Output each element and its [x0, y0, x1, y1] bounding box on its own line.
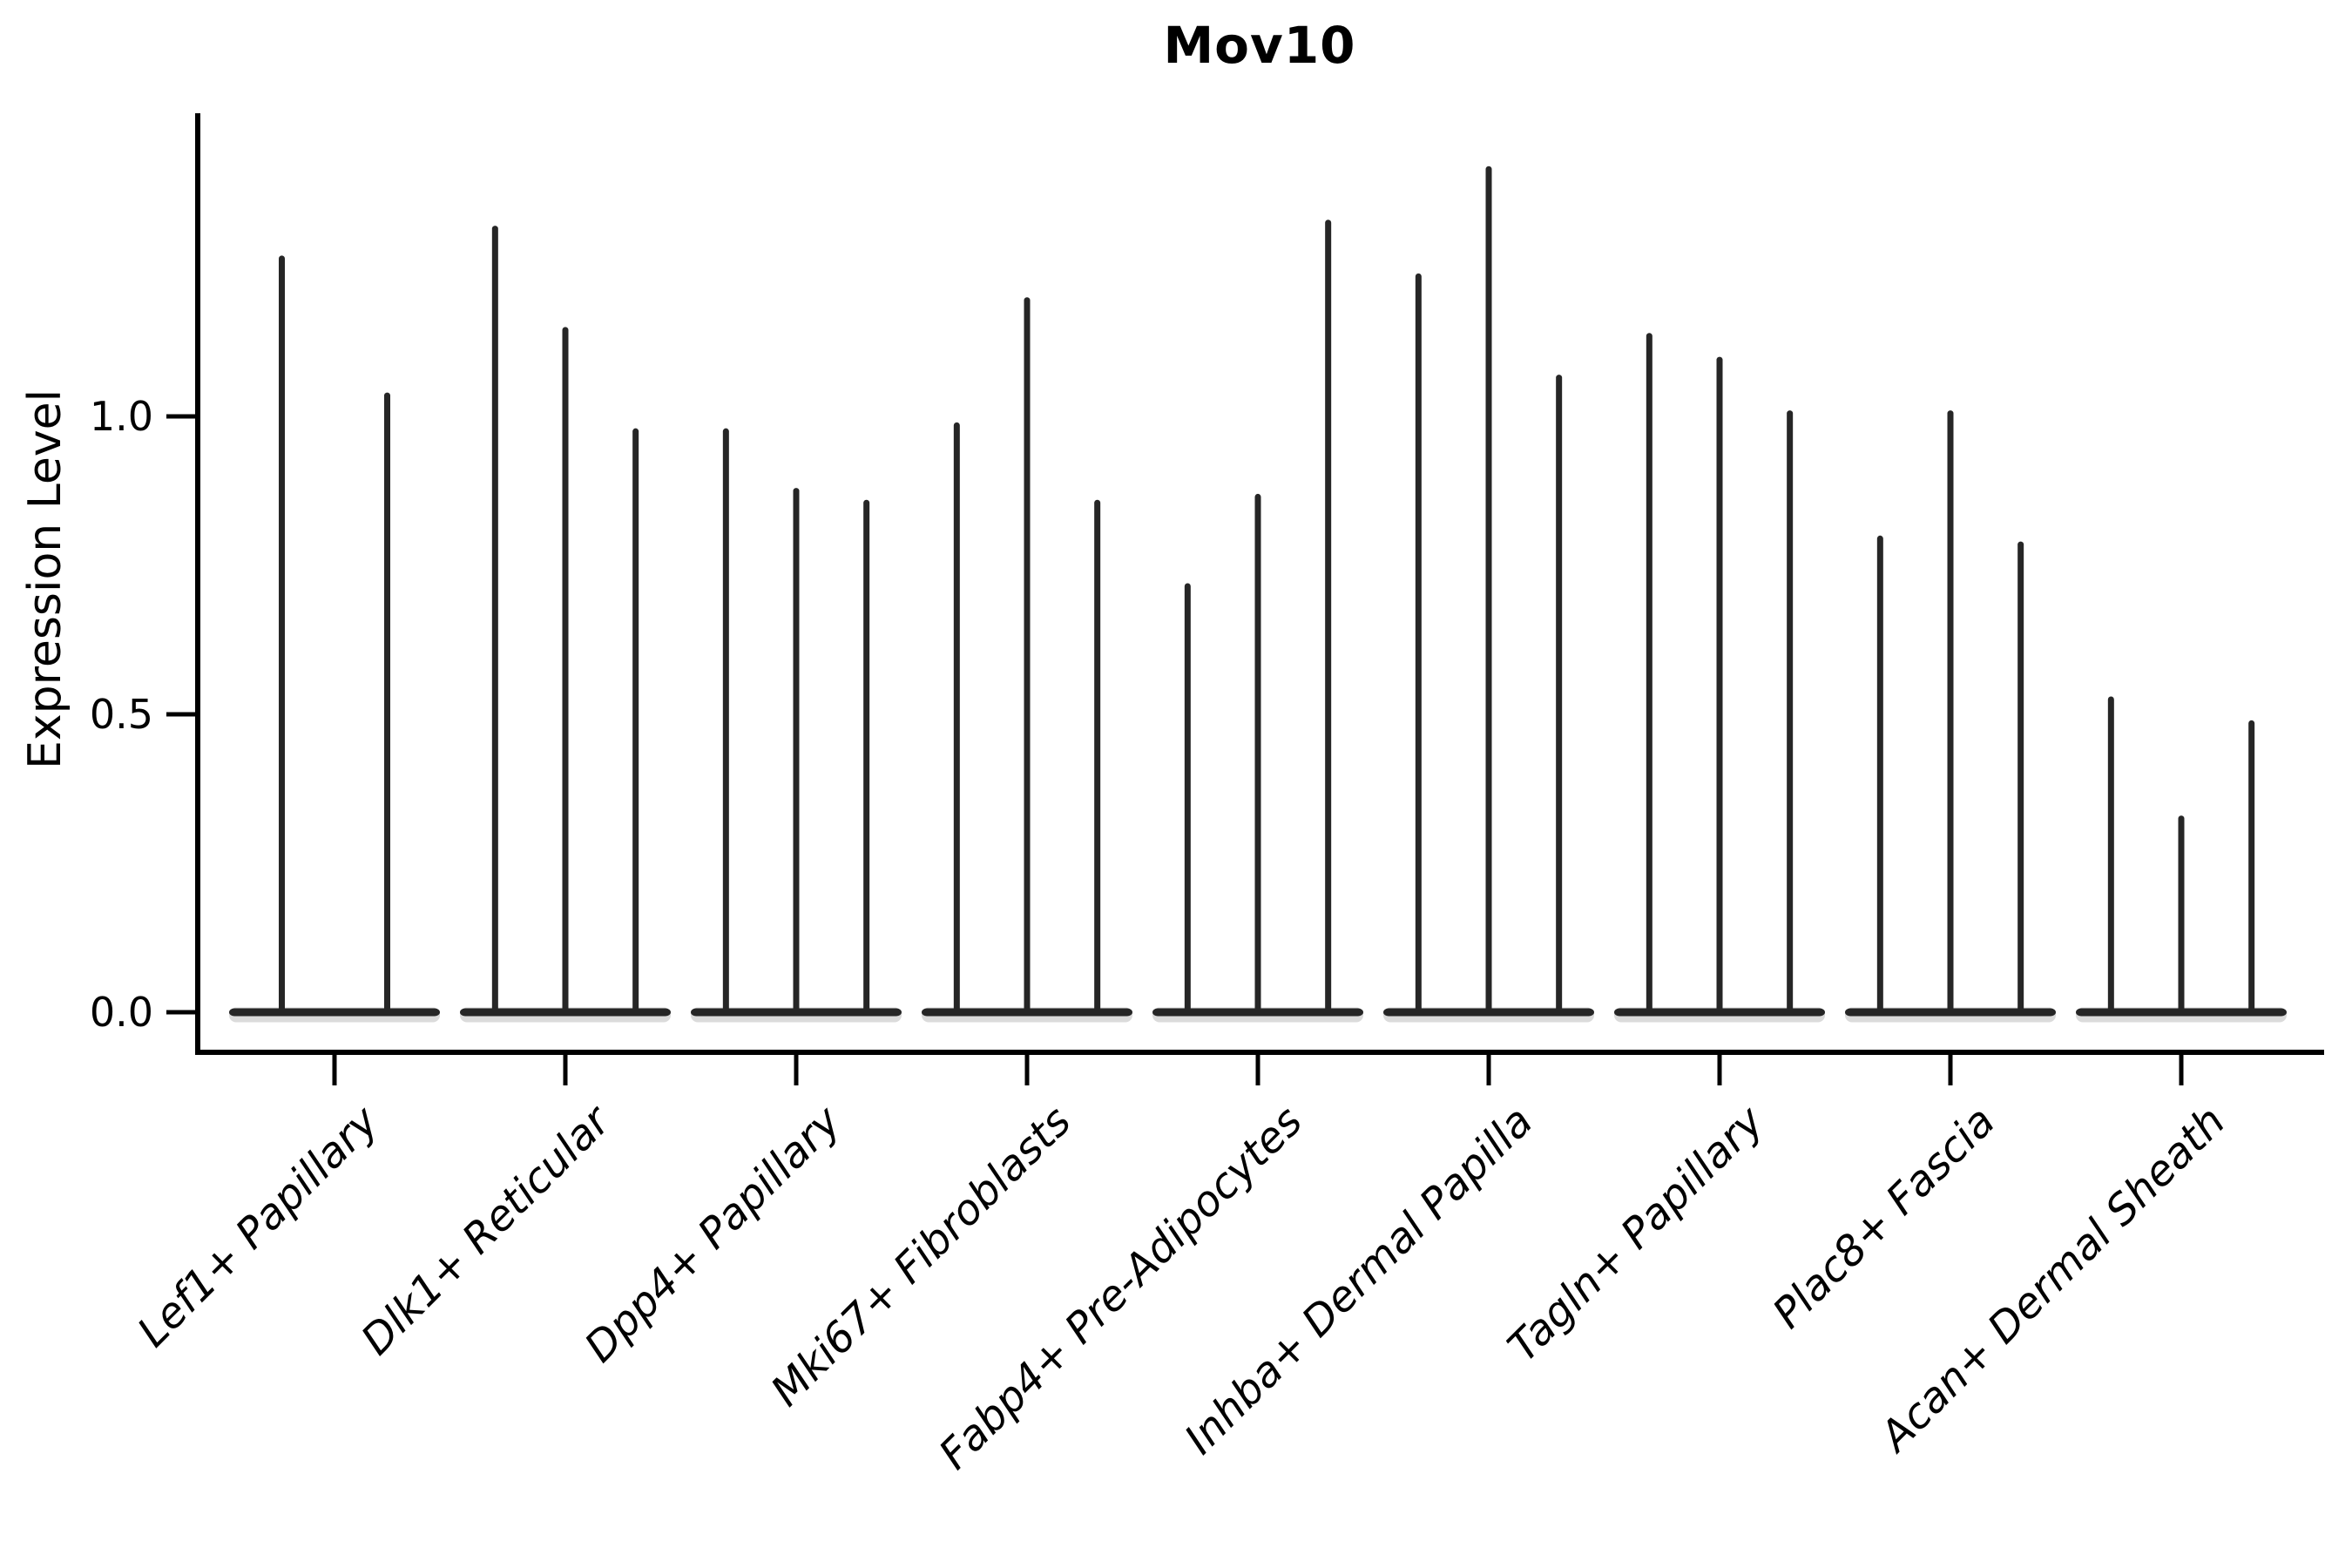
y-tick-label: 1.0	[89, 393, 153, 440]
violin-spike	[1787, 410, 1794, 1017]
violin-base	[229, 1008, 440, 1017]
y-axis-spine	[195, 113, 200, 1055]
violin-spike	[1716, 356, 1723, 1017]
y-tick	[166, 414, 195, 419]
violin-spike	[2107, 696, 2114, 1017]
violin-spike	[632, 428, 639, 1017]
violin-spike	[384, 392, 390, 1017]
violin-spike	[793, 488, 800, 1017]
violin-spike	[1184, 583, 1191, 1017]
violin-spike	[722, 428, 729, 1017]
x-axis-spine	[195, 1050, 2324, 1055]
y-tick	[166, 1010, 195, 1015]
violin-spike	[1646, 333, 1652, 1017]
violin-spike	[953, 422, 960, 1017]
y-tick-label: 0.5	[89, 691, 153, 738]
violin-spike	[2017, 541, 2024, 1017]
violin-spike	[1094, 499, 1101, 1017]
violin-spike	[1024, 297, 1031, 1017]
x-tick	[1486, 1054, 1491, 1085]
x-tick	[794, 1054, 799, 1085]
x-tick	[1255, 1054, 1260, 1085]
x-tick	[1717, 1054, 1722, 1085]
violin-spike	[863, 499, 870, 1017]
y-tick-label: 0.0	[89, 989, 153, 1036]
x-tick	[332, 1054, 337, 1085]
violin-spike	[2248, 720, 2255, 1017]
violin-spike	[1947, 410, 1954, 1017]
violin-spike	[2178, 815, 2185, 1017]
violin-spike	[1415, 273, 1422, 1017]
violin-spike	[1254, 493, 1261, 1017]
y-tick	[166, 712, 195, 717]
chart-title: Mov10	[1163, 16, 1356, 75]
violin-spike	[1556, 375, 1563, 1017]
violin-spike	[1325, 220, 1332, 1017]
x-tick	[1024, 1054, 1030, 1085]
violin-spike	[1485, 166, 1492, 1017]
x-tick	[2179, 1054, 2184, 1085]
violin-spike	[279, 255, 285, 1017]
violin-spike	[1876, 535, 1883, 1017]
x-tick	[1948, 1054, 1953, 1085]
x-tick	[563, 1054, 568, 1085]
violin-spike	[562, 327, 569, 1017]
violin-spike	[491, 226, 498, 1017]
